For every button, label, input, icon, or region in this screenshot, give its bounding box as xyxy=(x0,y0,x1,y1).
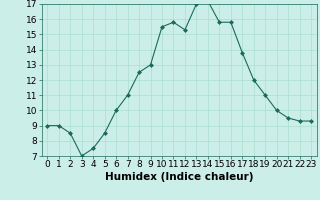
X-axis label: Humidex (Indice chaleur): Humidex (Indice chaleur) xyxy=(105,172,253,182)
